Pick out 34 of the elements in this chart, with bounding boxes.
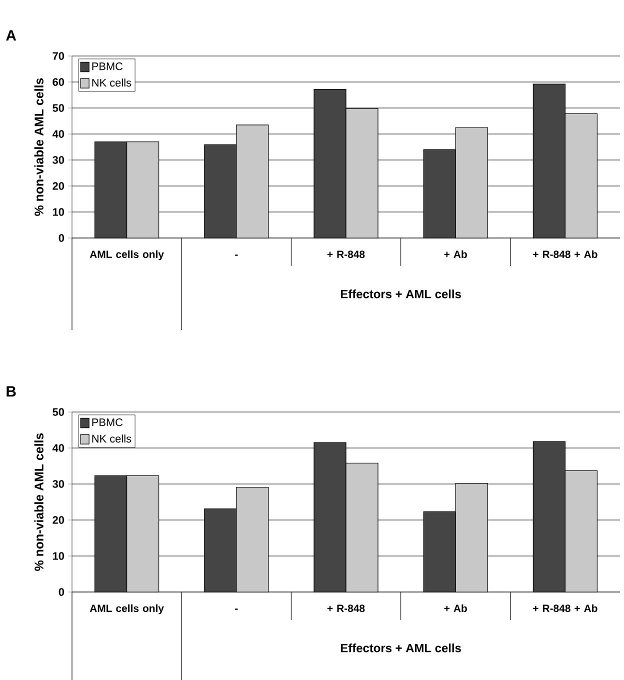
x-tick-label: + Ab — [444, 604, 467, 612]
y-tick-label: 60 — [52, 78, 64, 86]
legend-label: PBMC — [92, 62, 123, 70]
x-axis-title: Effectors + AML cells — [340, 290, 461, 298]
y-axis-title: % non-viable AML cells — [34, 433, 44, 571]
x-tick-label: + R-848 — [327, 604, 365, 612]
y-tick-label: 10 — [52, 208, 64, 216]
y-tick-label: 10 — [52, 552, 64, 560]
x-tick-label: + R-848 + Ab — [533, 250, 598, 258]
x-tick-label: + Ab — [444, 250, 467, 258]
x-tick-label: + R-848 — [327, 250, 365, 258]
x-axis-title: Effectors + AML cells — [340, 644, 461, 652]
y-tick-label: 20 — [52, 182, 64, 190]
y-axis-title: % non-viable AML cells — [34, 78, 44, 216]
y-tick-label: 50 — [52, 104, 64, 112]
y-tick-label: 0 — [58, 234, 64, 242]
legend-label: NK cells — [92, 434, 132, 443]
x-tick-label: - — [235, 254, 238, 256]
y-tick-label: 30 — [52, 156, 64, 164]
y-tick-label: 40 — [52, 444, 64, 452]
x-tick-label: AML cells only — [90, 604, 164, 614]
x-tick-label: AML cells only — [90, 250, 164, 260]
chart-title: A — [6, 30, 16, 40]
y-tick-label: 30 — [52, 480, 64, 488]
y-tick-label: 70 — [52, 52, 64, 60]
legend-label: PBMC — [92, 418, 123, 426]
y-tick-label: 20 — [52, 516, 64, 524]
chart-title: B — [6, 386, 16, 397]
y-tick-label: 50 — [52, 408, 64, 416]
legend-label: NK cells — [92, 78, 132, 87]
x-tick-label: - — [235, 608, 238, 610]
y-tick-label: 0 — [58, 588, 64, 596]
y-tick-label: 40 — [52, 130, 64, 138]
x-tick-label: + R-848 + Ab — [533, 604, 598, 612]
